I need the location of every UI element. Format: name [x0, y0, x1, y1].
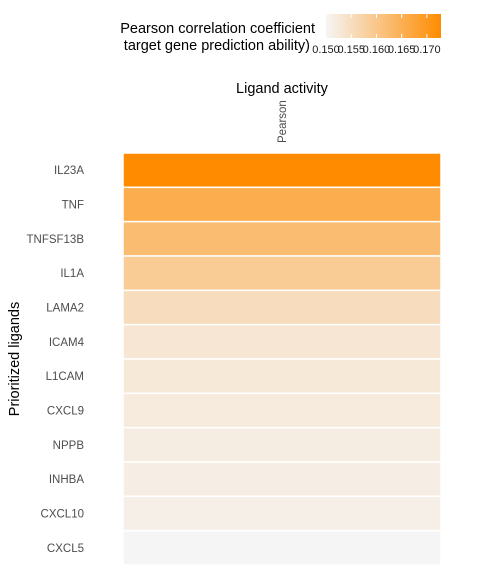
row-label-il1a: IL1A — [60, 268, 84, 280]
legend-tick-label: 0.170 — [413, 44, 441, 56]
row-label-tnf: TNF — [62, 200, 84, 212]
heatmap-tile-tnfsf13b — [122, 220, 442, 257]
legend-title-line-2: target gene prediction ability) — [124, 38, 310, 54]
row-label-nppb: NPPB — [53, 440, 85, 452]
heatmap-tile-tnf — [122, 186, 442, 223]
heatmap-tile-il1a — [122, 255, 442, 292]
heatmap-tile-nppb — [122, 426, 442, 463]
heatmap-tiles — [122, 152, 442, 566]
row-labels: IL23A TNF TNFSF13B IL1A LAMA2 ICAM4 L1CAM CXCL9… — [26, 165, 84, 555]
chart-title: Ligand activity — [236, 81, 329, 97]
heatmap-tile-cxcl9 — [122, 392, 442, 429]
row-label-il23a: IL23A — [54, 165, 84, 177]
legend-tick-label: 0.160 — [363, 44, 391, 56]
row-label-lama2: LAMA2 — [46, 303, 84, 315]
row-label-l1cam: L1CAM — [46, 371, 84, 383]
y-axis-title: Prioritized ligands — [7, 302, 23, 416]
legend-color-bar — [326, 14, 441, 38]
row-label-cxcl9: CXCL9 — [47, 406, 84, 418]
legend: Pearson correlation coefficient target g… — [120, 14, 441, 56]
heatmap-tile-cxcl10 — [122, 495, 442, 532]
row-label-tnfsf13b: TNFSF13B — [26, 234, 84, 246]
heatmap-tile-l1cam — [122, 358, 442, 395]
row-label-cxcl5: CXCL5 — [47, 543, 84, 555]
heatmap-tile-lama2 — [122, 289, 442, 326]
row-label-icam4: ICAM4 — [49, 337, 85, 349]
column-labels: Pearson — [277, 100, 289, 143]
legend-tick-label: 0.155 — [337, 44, 365, 56]
column-label-pearson: Pearson — [277, 100, 289, 143]
legend-tick-label: 0.165 — [388, 44, 416, 56]
legend-tick-label: 0.150 — [312, 44, 340, 56]
heatmap-tile-cxcl5 — [122, 529, 442, 566]
row-label-cxcl10: CXCL10 — [41, 509, 84, 521]
heatmap-tile-il23a — [122, 152, 442, 189]
row-label-inhba: INHBA — [49, 474, 84, 486]
heatmap-tile-inhba — [122, 461, 442, 498]
heatmap-tile-icam4 — [122, 323, 442, 360]
legend-title-line-1: Pearson correlation coefficient — [120, 21, 315, 37]
